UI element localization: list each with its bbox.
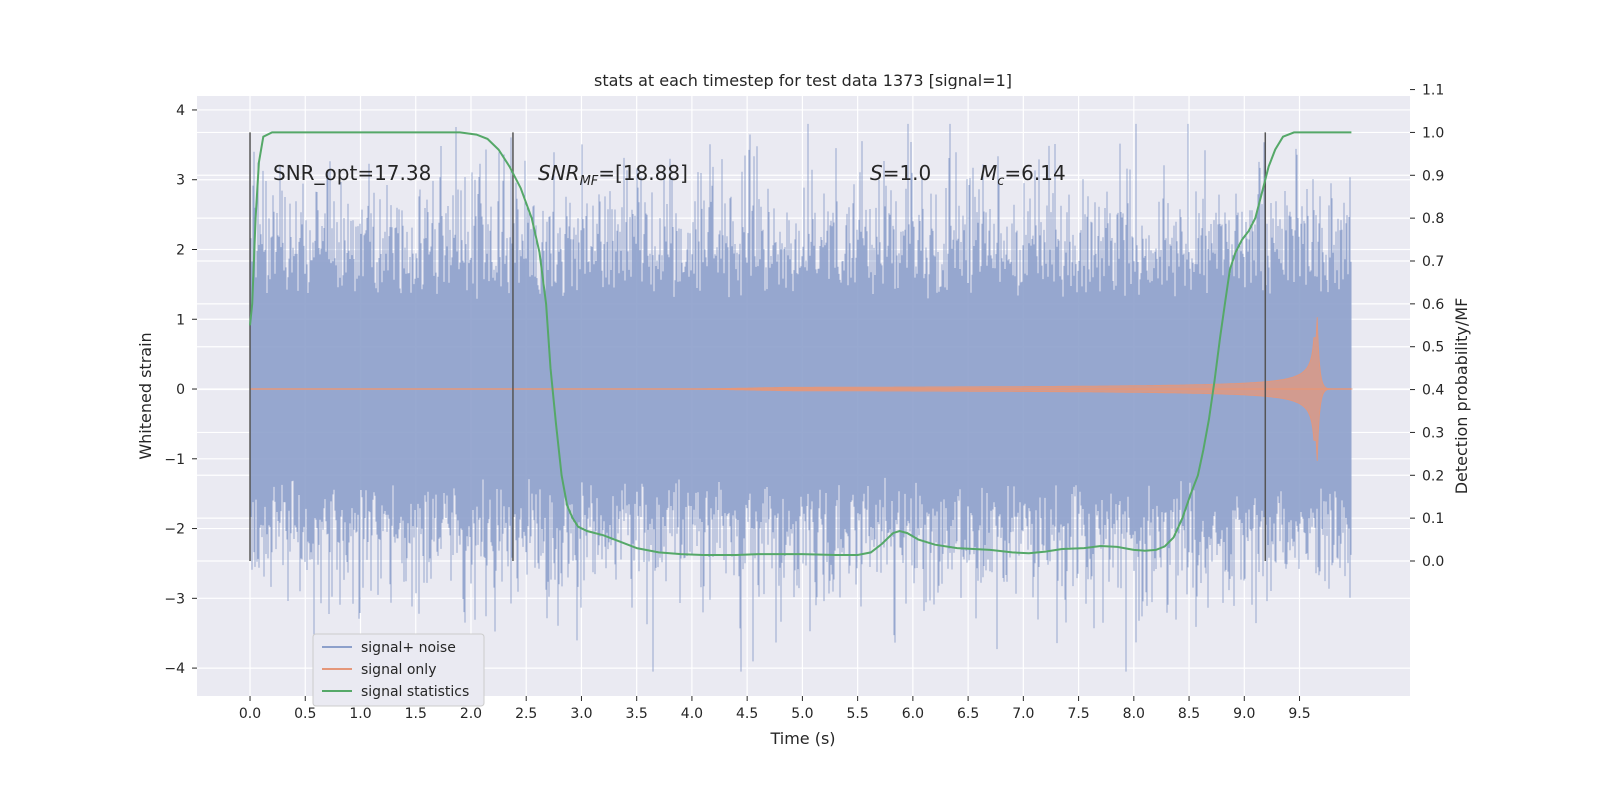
y2-tick-label: 0.2 [1422, 468, 1444, 484]
x-tick-label: 1.5 [405, 706, 427, 722]
x-tick-label: 1.0 [349, 706, 371, 722]
x-tick-label: 7.0 [1012, 706, 1034, 722]
x-tick-label: 4.0 [681, 706, 703, 722]
annotation-mc: Mc=6.14 [980, 161, 1066, 189]
mc-value: =6.14 [1004, 161, 1065, 185]
x-tick-label: 8.5 [1178, 706, 1200, 722]
x-tick-label: 7.5 [1067, 706, 1089, 722]
y2-tick-label: 0.5 [1422, 340, 1444, 356]
y2-tick-label: 1.1 [1422, 83, 1444, 99]
legend-box [312, 633, 485, 707]
x-tick-label: 5.5 [846, 706, 868, 722]
x-axis-label: Time (s) [769, 729, 835, 748]
y-tick-label: −3 [164, 591, 185, 607]
x-tick-label: 2.5 [515, 706, 537, 722]
x-tick-label: 0.5 [294, 706, 316, 722]
annotations: SNR_opt=17.38 SNRMF=[18.88] S=1.0 Mc=6.1… [273, 161, 1066, 189]
legend: signal+ noise signal only signal statist… [312, 633, 485, 707]
y2-tick-label: 0.9 [1422, 168, 1444, 184]
y-tick-label: 1 [176, 312, 185, 328]
mc-sub: c [997, 174, 1004, 189]
x-tick-label: 3.5 [626, 706, 648, 722]
x-tick-label: 5.0 [791, 706, 813, 722]
x-tick-label: 9.5 [1288, 706, 1310, 722]
x-tick-label: 2.0 [460, 706, 482, 722]
annotation-snr-opt: SNR_opt=17.38 [273, 161, 431, 185]
x-tick-label: 8.0 [1123, 706, 1145, 722]
x-tick-label: 0.0 [239, 706, 261, 722]
legend-label-signal: signal only [361, 662, 436, 678]
mc-var: M [980, 161, 997, 185]
y2-tick-label: 0.1 [1422, 511, 1444, 527]
y-tick-label: 0 [176, 382, 185, 398]
y-axis-label: Whitened strain [136, 332, 155, 459]
y2-tick-labels: 1.1 1.0 0.9 0.8 0.7 0.6 0.5 0.4 0.3 0.2 0.1 0.0 [1410, 83, 1444, 570]
snr-mf-value: =[18.88] [598, 161, 688, 185]
y-tick-label: 2 [176, 242, 185, 258]
x-tick-label: 6.5 [957, 706, 979, 722]
y-tick-label: −1 [164, 452, 185, 468]
s-var: S [870, 161, 883, 185]
y-tick-label: 3 [176, 173, 185, 189]
y2-tick-label: 0.0 [1422, 554, 1444, 570]
x-tick-label: 3.0 [570, 706, 592, 722]
snr-mf-base: SNR [538, 161, 580, 185]
y2-tick-label: 0.8 [1422, 211, 1444, 227]
y2-tick-label: 1.0 [1422, 125, 1444, 141]
annotation-snr-mf: SNRMF=[18.88] [538, 161, 688, 189]
x-tick-label: 9.0 [1233, 706, 1255, 722]
signal-envelope [691, 317, 1353, 462]
legend-label-stat: signal statistics [361, 684, 469, 700]
y2-tick-label: 0.6 [1422, 297, 1444, 313]
series-signal-statistics [249, 131, 1352, 556]
x-tick-label: 4.5 [736, 706, 758, 722]
y-tick-label: −4 [164, 661, 185, 677]
snr-mf-sub: MF [580, 174, 599, 189]
series-signal-only [250, 317, 1353, 462]
y2-tick-label: 0.7 [1422, 254, 1444, 270]
x-tick-label: 6.0 [902, 706, 924, 722]
y2-axis-label: Detection probability/MF [1452, 298, 1471, 495]
vertical-markers [249, 132, 1267, 561]
y2-tick-label: 0.3 [1422, 425, 1444, 441]
y2-tick-label: 0.4 [1422, 383, 1444, 399]
chart-title: stats at each timestep for test data 137… [594, 71, 1012, 90]
annotation-s: S=1.0 [870, 161, 931, 185]
y-tick-labels: 4 3 2 1 0 −1 −2 −3 −4 [164, 103, 197, 677]
x-tick-labels: 0.0 0.5 1.0 1.5 2.0 2.5 3.0 3.5 4.0 4.5 5.0 5.5 6.0 6… [239, 696, 1311, 722]
y-tick-label: 4 [176, 103, 185, 119]
y-tick-label: −2 [164, 522, 185, 538]
legend-label-noise: signal+ noise [361, 640, 456, 656]
s-value: =1.0 [883, 161, 932, 185]
